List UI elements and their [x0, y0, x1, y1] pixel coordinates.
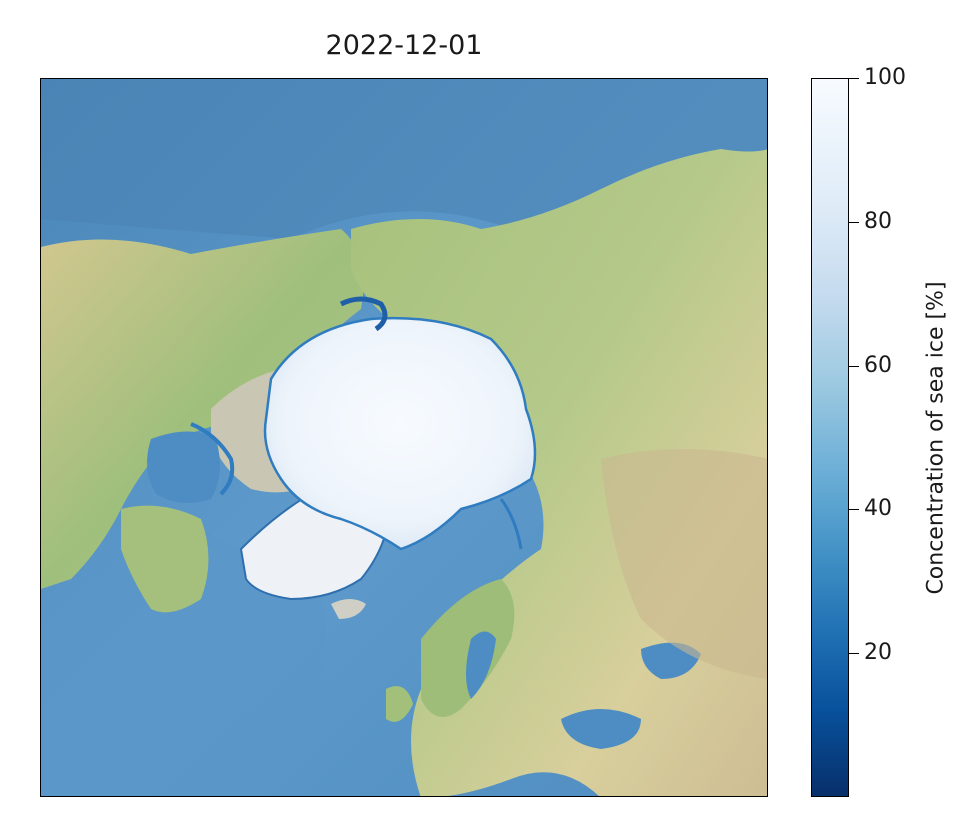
- british-isles: [386, 686, 413, 722]
- colorbar-tick-label: 80: [864, 209, 892, 234]
- colorbar-tick-label: 20: [864, 640, 892, 665]
- map-canvas: [41, 79, 767, 796]
- iceland: [331, 599, 366, 619]
- colorbar-tick-label: 100: [864, 65, 906, 90]
- kara-ice-edge: [499, 498, 523, 550]
- north-america: [41, 229, 364, 589]
- colorbar-label: Concentration of sea ice [%]: [923, 281, 949, 595]
- colorbar-tick: [849, 78, 859, 79]
- colorbar-tick: [849, 366, 859, 367]
- map-title: 2022-12-01: [325, 30, 483, 61]
- arctic-map: [40, 78, 768, 797]
- colorbar-tick: [849, 222, 859, 223]
- colorbar-tick: [849, 509, 859, 510]
- hudson-bay: [147, 431, 220, 503]
- colorbar-tick-label: 60: [864, 353, 892, 378]
- bering-ice-edge: [339, 296, 388, 332]
- labrador: [121, 505, 209, 613]
- central-asia-highlands: [601, 449, 767, 679]
- colorbar: [811, 78, 849, 797]
- colorbar-tick-label: 40: [864, 496, 892, 521]
- scandinavia: [421, 579, 515, 717]
- hudson-ice-edge: [190, 422, 235, 496]
- arctic-sea-ice: [263, 316, 537, 551]
- colorbar-tick: [849, 653, 859, 654]
- black-sea: [561, 709, 641, 749]
- baltic-sea: [466, 631, 496, 699]
